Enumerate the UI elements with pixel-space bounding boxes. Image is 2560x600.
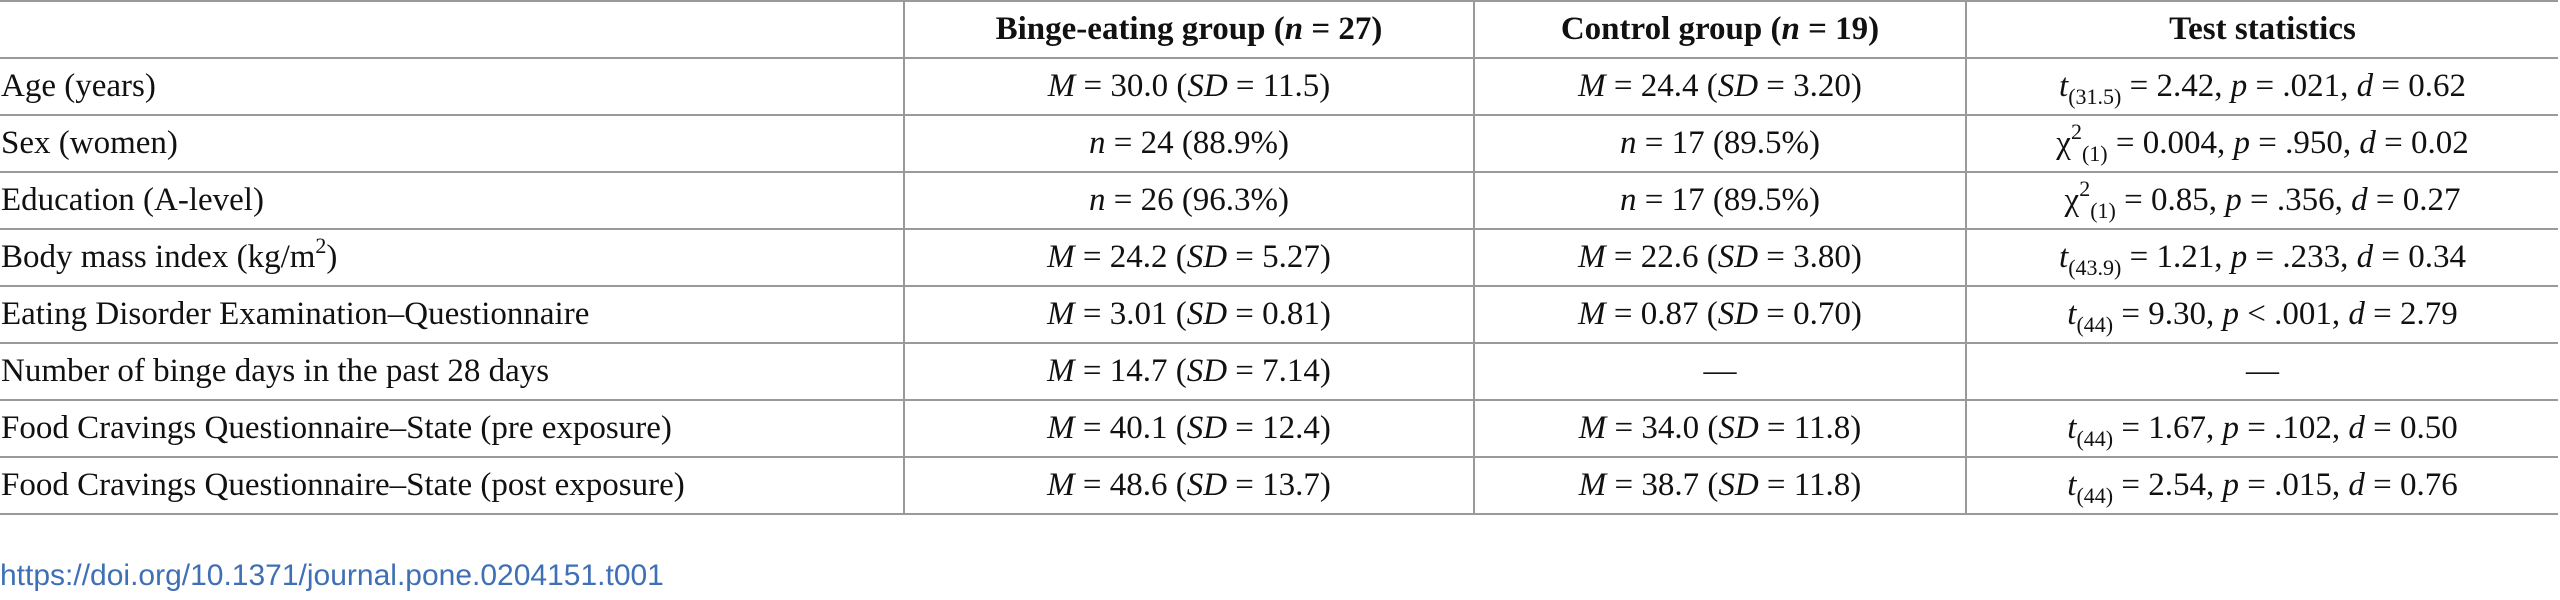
control-value: M = 24.4 (SD = 3.20)	[1473, 57, 1966, 116]
control-value: M = 34.0 (SD = 11.8)	[1473, 399, 1966, 458]
control-value: n = 17 (89.5%)	[1473, 114, 1966, 173]
binge-value: M = 40.1 (SD = 12.4)	[903, 399, 1474, 458]
row-label: Sex (women)	[0, 114, 904, 173]
row-label: Number of binge days in the past 28 days	[0, 342, 904, 401]
binge-value: n = 24 (88.9%)	[903, 114, 1474, 173]
row-label: Eating Disorder Examination–Questionnair…	[0, 285, 904, 344]
control-value: n = 17 (89.5%)	[1473, 171, 1966, 230]
table-row: Age (years) M = 30.0 (SD = 11.5) M = 24.…	[0, 57, 2558, 116]
binge-value: M = 3.01 (SD = 0.81)	[903, 285, 1474, 344]
table-row: Number of binge days in the past 28 days…	[0, 342, 2558, 401]
test-statistic: t(44) = 1.67, p = .102, d = 0.50	[1965, 399, 2558, 458]
test-statistic: t(44) = 2.54, p = .015, d = 0.76	[1965, 456, 2558, 515]
control-value: —	[1473, 342, 1966, 401]
row-label: Body mass index (kg/m2)	[0, 228, 904, 287]
row-label: Age (years)	[0, 57, 904, 116]
binge-value: M = 24.2 (SD = 5.27)	[903, 228, 1474, 287]
header-binge-group: Binge-eating group (n = 27)	[903, 0, 1474, 59]
binge-value: M = 30.0 (SD = 11.5)	[903, 57, 1474, 116]
test-statistic: —	[1965, 342, 2558, 401]
row-label: Food Cravings Questionnaire–State (post …	[0, 456, 904, 515]
table-row: Eating Disorder Examination–Questionnair…	[0, 285, 2558, 344]
test-statistic: t(44) = 9.30, p < .001, d = 2.79	[1965, 285, 2558, 344]
demographics-table: Binge-eating group (n = 27) Control grou…	[0, 0, 2558, 515]
binge-value: n = 26 (96.3%)	[903, 171, 1474, 230]
control-value: M = 22.6 (SD = 3.80)	[1473, 228, 1966, 287]
demographics-table-container: Binge-eating group (n = 27) Control grou…	[0, 0, 2558, 515]
table-row: Education (A-level) n = 26 (96.3%) n = 1…	[0, 171, 2558, 230]
test-statistic: χ2(1) = 0.004, p = .950, d = 0.02	[1965, 114, 2558, 173]
header-control-group: Control group (n = 19)	[1473, 0, 1966, 59]
table-row: Food Cravings Questionnaire–State (post …	[0, 456, 2558, 515]
table-row: Body mass index (kg/m2) M = 24.2 (SD = 5…	[0, 228, 2558, 287]
row-label: Education (A-level)	[0, 171, 904, 230]
test-statistic: t(31.5) = 2.42, p = .021, d = 0.62	[1965, 57, 2558, 116]
binge-value: M = 48.6 (SD = 13.7)	[903, 456, 1474, 515]
row-label: Food Cravings Questionnaire–State (pre e…	[0, 399, 904, 458]
table-row: Food Cravings Questionnaire–State (pre e…	[0, 399, 2558, 458]
test-statistic: χ2(1) = 0.85, p = .356, d = 0.27	[1965, 171, 2558, 230]
control-value: M = 38.7 (SD = 11.8)	[1473, 456, 1966, 515]
control-value: M = 0.87 (SD = 0.70)	[1473, 285, 1966, 344]
table-header-row: Binge-eating group (n = 27) Control grou…	[0, 0, 2558, 59]
header-empty	[0, 0, 904, 59]
binge-value: M = 14.7 (SD = 7.14)	[903, 342, 1474, 401]
table-row: Sex (women) n = 24 (88.9%) n = 17 (89.5%…	[0, 114, 2558, 173]
doi-link[interactable]: https://doi.org/10.1371/journal.pone.020…	[0, 559, 664, 592]
header-test-statistics: Test statistics	[1965, 0, 2558, 59]
test-statistic: t(43.9) = 1.21, p = .233, d = 0.34	[1965, 228, 2558, 287]
